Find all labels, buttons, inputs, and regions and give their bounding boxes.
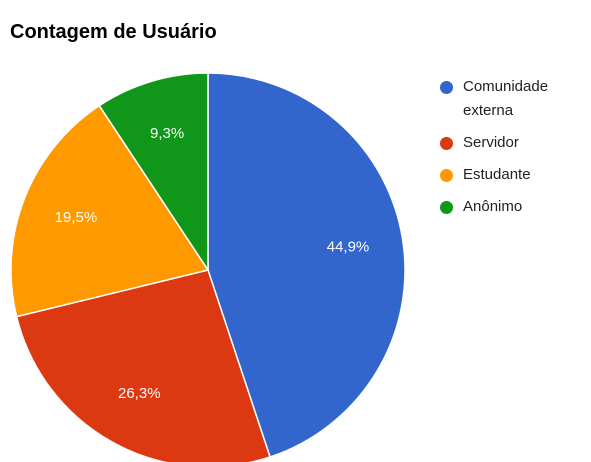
slice-label: 19,5% [55, 209, 98, 226]
pie-slice [98, 72, 209, 273]
legend-marker [440, 169, 453, 182]
legend-item: Estudante [440, 163, 590, 187]
legend-label: Comunidade externa [463, 78, 549, 119]
legend-item: Servidor [440, 131, 590, 155]
slice-label: 44,9% [327, 238, 370, 255]
pie-slice [15, 269, 272, 462]
legend-label: Estudante [463, 166, 531, 183]
legend-marker [440, 137, 453, 150]
legend-label: Anônimo [463, 198, 523, 215]
legend-label: Servidor [463, 134, 519, 151]
pie-slice [207, 72, 406, 458]
slice-label: 9,3% [150, 125, 184, 142]
pie-slice [10, 104, 210, 318]
legend: Comunidade externa Servidor Estudante Anôni… [440, 75, 590, 227]
legend-marker [440, 201, 453, 214]
legend-marker [440, 81, 453, 94]
slice-label: 26,3% [118, 385, 161, 402]
chart-title: Contagem de Usuário [10, 21, 217, 43]
legend-item: Anônimo [440, 195, 590, 219]
legend-item: Comunidade externa [440, 75, 590, 123]
